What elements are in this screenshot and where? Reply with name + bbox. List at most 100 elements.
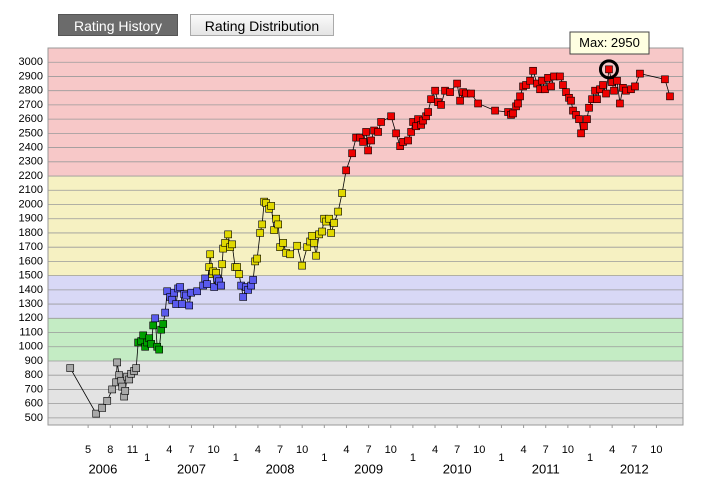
rating-point [514,99,522,108]
y-tick-label: 500 [25,412,43,424]
rating-point [367,136,375,145]
rating-point [298,261,306,270]
rating-point [176,283,184,291]
rating-point [103,397,112,405]
rating-point [274,220,282,229]
rating-point [593,95,601,104]
rating-point [446,88,454,96]
x-tick-label: 1 [498,452,504,464]
rating-point [149,321,158,330]
year-label: 2010 [443,461,472,476]
tab[interactable]: Rating Distribution [190,14,334,36]
rating-point [113,358,121,367]
rating-point [108,385,117,394]
annotation-box [569,31,650,55]
y-tick-label: 2100 [19,184,43,196]
rating-point [583,115,591,123]
rating-point [217,281,225,290]
rating-point [437,101,445,109]
x-tick-label: 8 [107,444,113,456]
year-label: 2011 [532,461,560,476]
rating-point [253,254,261,263]
plot-border [47,47,684,426]
y-tick-label: 1200 [19,312,43,324]
y-tick-label: 3000 [19,56,43,68]
y-tick-label: 2900 [19,70,43,82]
x-tick-label: 10 [562,444,574,456]
year-label: 2007 [177,461,206,476]
rating-point [456,96,464,105]
y-tick-label: 800 [25,369,43,381]
rating-point [474,99,482,108]
x-tick-label: 7 [277,444,283,456]
y-tick-label: 2200 [19,170,43,182]
y-tick-label: 600 [25,398,43,410]
rating-point [516,92,524,101]
rating-point [327,229,335,237]
rating-point [547,82,555,91]
rating-point [427,95,435,104]
x-tick-label: 4 [609,444,615,456]
y-tick-label: 2000 [19,198,43,210]
rating-point [92,409,100,418]
x-tick-label: 5 [85,444,91,456]
rating-point [599,81,607,89]
rating-point [377,118,385,126]
x-tick-label: 4 [521,444,527,456]
tab[interactable]: Rating History [58,14,178,36]
y-tick-label: 900 [25,355,43,367]
rating-point [605,65,613,74]
x-tick-label: 4 [255,444,261,456]
rating-point [170,288,179,297]
rating-point [567,96,575,105]
rating-point [325,214,333,223]
rating-point [308,231,316,240]
rating-point [178,300,186,308]
rating-point [334,207,342,216]
rating-point [206,250,214,259]
y-tick-label: 2400 [19,141,43,153]
rating-point [577,129,585,138]
rating-point [267,202,275,210]
year-label: 2006 [88,461,117,476]
x-tick-label: 1 [144,452,150,464]
rating-point [431,86,439,95]
rating-point [631,82,639,91]
rating-point [256,229,264,237]
y-tick-label: 1800 [19,227,43,239]
x-tick-label: 7 [366,444,372,456]
rating-point [235,270,243,279]
rating-point [318,227,326,236]
rating-point [98,404,107,412]
rating-point [203,280,211,288]
rating-band [48,360,683,425]
rating-point [529,66,537,75]
rating-point [526,76,534,85]
rating-point [359,138,367,146]
y-tick-label: 1300 [19,298,43,310]
x-tick-label: 7 [454,444,460,456]
rating-point [602,89,610,98]
rating-point [387,112,395,121]
rating-point [338,189,346,197]
rating-point [580,122,588,131]
y-tick-label: 1500 [19,270,43,282]
rating-point [509,109,517,118]
x-tick-label: 4 [166,444,172,456]
rating-point [522,81,530,89]
x-tick-label: 7 [188,444,194,456]
y-tick-label: 2500 [19,127,43,139]
x-tick-label: 10 [473,444,485,456]
x-tick-label: 7 [543,444,549,456]
rating-point [575,115,583,123]
rating-point [286,250,294,259]
y-tick-label: 2600 [19,113,43,125]
rating-point [185,301,193,310]
rating-point [364,146,372,155]
x-tick-label: 1 [587,452,593,464]
rating-point [556,72,564,81]
rating-point [636,69,644,78]
rating-point [613,76,621,85]
rating-point [161,308,169,317]
